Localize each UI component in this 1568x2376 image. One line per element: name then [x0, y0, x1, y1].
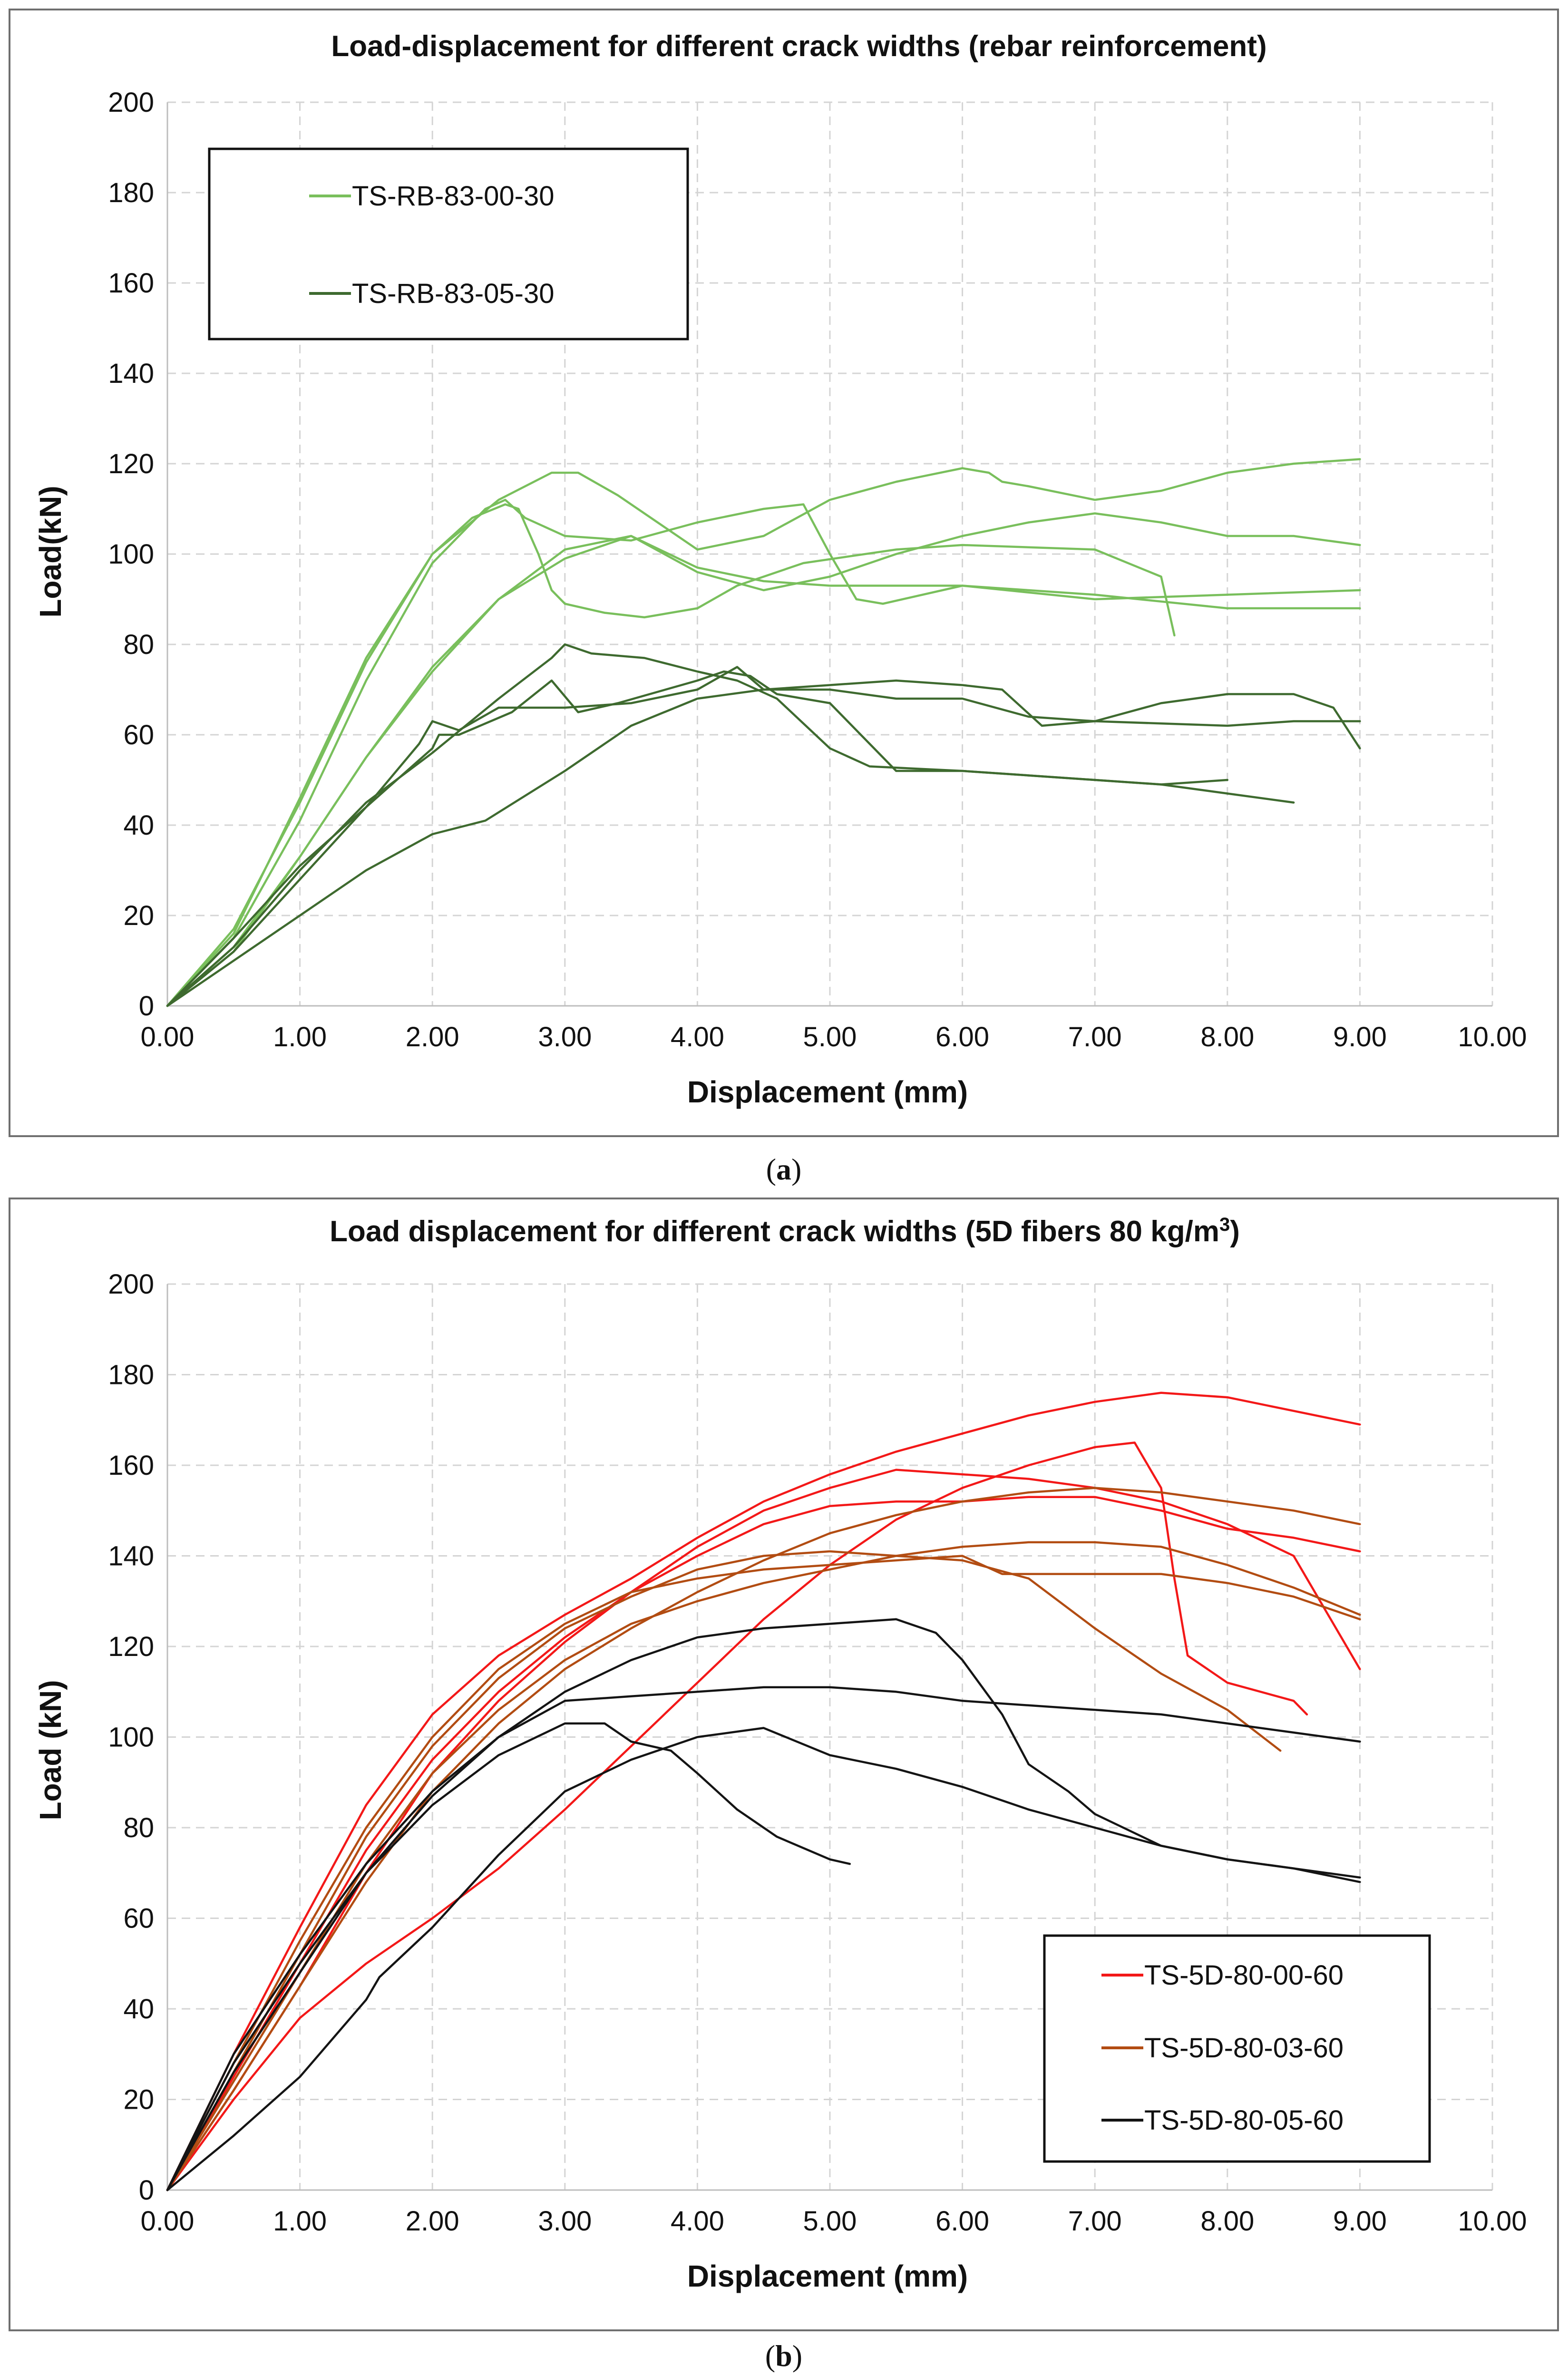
chart-a-y-tick-label: 160: [108, 268, 154, 299]
caption-b: (b): [765, 2339, 802, 2373]
series-line-ts-5d-80-03-60: [166, 1487, 1361, 2191]
chart-b-y-tick-label: 180: [108, 1360, 154, 1391]
series-line-ts-rb-83-00-30: [166, 512, 1361, 1007]
legend-label-5d-80-00-60: TS-5D-80-00-60: [1144, 1960, 1344, 1991]
series-line-ts-5d-80-00-60: [166, 1496, 1361, 2191]
caption-b-label: b: [775, 2339, 792, 2373]
chart-a-title: Load-displacement for different crack wi…: [331, 30, 1266, 63]
chart-b-x-axis-title: Displacement (mm): [687, 2259, 968, 2293]
chart-b-y-axis-title: Load (kN): [33, 1680, 68, 1820]
chart-b-title-sup: 3: [1219, 1214, 1230, 1235]
chart-a-y-tick-label: 60: [123, 720, 154, 750]
series-line-ts-rb-83-05-30: [166, 679, 1361, 1007]
series-line-ts-rb-83-05-30: [166, 670, 1295, 1007]
series-line-ts-5d-80-00-60: [166, 1392, 1361, 2191]
chart-b-x-tick-label: 7.00: [1068, 2206, 1122, 2237]
chart-b-y-tick-label: 80: [123, 1812, 154, 1843]
chart-b-legend: TS-5D-80-00-60 TS-5D-80-03-60 TS-5D-80-0…: [1043, 1934, 1431, 2163]
chart-b-x-tick-label: 9.00: [1333, 2206, 1387, 2237]
series-line-ts-5d-80-05-60: [166, 1722, 851, 2191]
chart-a-x-tick-label: 1.00: [273, 1022, 327, 1052]
chart-b-y-tick-label: 60: [123, 1903, 154, 1934]
chart-a-x-tick-label: 2.00: [406, 1022, 459, 1052]
chart-b-grid: [166, 1283, 1493, 2191]
legend-label-5d-80-05-60: TS-5D-80-05-60: [1144, 2105, 1344, 2136]
chart-a-y-tick-label: 80: [123, 629, 154, 660]
chart-a-x-tick-label: 8.00: [1200, 1022, 1254, 1052]
series-line-ts-5d-80-05-60: [166, 1618, 1361, 2191]
series-line-ts-5d-80-03-60: [166, 1555, 1361, 2191]
chart-a-x-tick-label: 7.00: [1068, 1022, 1122, 1052]
legend-label-5d-80-03-60: TS-5D-80-03-60: [1144, 2033, 1344, 2064]
chart-b-title-main: Load displacement for different crack wi…: [330, 1215, 1219, 1248]
series-line-ts-5d-80-05-60: [166, 1727, 1361, 2191]
chart-a-x-tick-label: 9.00: [1333, 1022, 1387, 1052]
series-line-ts-5d-80-03-60: [166, 1550, 1282, 2191]
chart-b-x-tick-label: 4.00: [671, 2206, 724, 2237]
series-line-ts-rb-83-00-30: [166, 503, 1176, 1007]
chart-b-y-tick-label: 160: [108, 1450, 154, 1481]
chart-a-y-tick-label: 40: [123, 810, 154, 841]
chart-a-x-tick-label: 6.00: [935, 1022, 989, 1052]
chart-b-x-tick-label: 5.00: [803, 2206, 857, 2237]
legend-label-rb-83-05-30: TS-RB-83-05-30: [352, 278, 554, 309]
series-line-ts-5d-80-05-60: [166, 1686, 1361, 2191]
chart-b: Load displacement for different crack wi…: [9, 1198, 1559, 2331]
series-line-ts-rb-83-00-30: [166, 458, 1361, 1007]
chart-a-x-tick-label: 5.00: [803, 1022, 857, 1052]
series-line-ts-5d-80-00-60: [166, 1441, 1308, 2191]
chart-b-y-tick-label: 0: [139, 2175, 154, 2206]
chart-a-y-tick-label: 100: [108, 539, 154, 570]
legend-label-rb-83-00-30: TS-RB-83-00-30: [352, 181, 554, 212]
chart-b-x-tick-label: 1.00: [273, 2206, 327, 2237]
caption-a-open: (: [766, 1152, 776, 1186]
caption-b-open: (: [765, 2339, 775, 2373]
chart-b-x-tick-label: 2.00: [406, 2206, 459, 2237]
chart-a-series: [166, 458, 1361, 1007]
chart-a-y-tick-label: 0: [139, 991, 154, 1022]
chart-b-series: [166, 1392, 1361, 2191]
series-line-ts-5d-80-00-60: [166, 1469, 1361, 2191]
chart-b-y-tick-label: 120: [108, 1631, 154, 1662]
chart-a-legend-box: [208, 147, 689, 341]
chart-a-y-tick-label: 140: [108, 358, 154, 389]
chart-b-x-tick-label: 8.00: [1200, 2206, 1254, 2237]
chart-a-y-tick-label: 20: [123, 900, 154, 931]
series-line-ts-rb-83-00-30: [166, 498, 1361, 1007]
caption-a-label: a: [776, 1152, 791, 1186]
series-line-ts-rb-83-05-30: [166, 666, 1361, 1007]
chart-b-y-tick-label: 140: [108, 1541, 154, 1572]
chart-a-legend: TS-RB-83-00-30 TS-RB-83-05-30: [208, 147, 689, 341]
chart-b-x-tick-label: 6.00: [935, 2206, 989, 2237]
chart-b-title: Load displacement for different crack wi…: [330, 1214, 1240, 1248]
chart-b-x-tick-label: 10.00: [1458, 2206, 1527, 2237]
chart-b-x-tick-label: 0.00: [141, 2206, 195, 2237]
chart-a-x-tick-label: 4.00: [671, 1022, 724, 1052]
chart-a: Load-displacement for different crack wi…: [9, 9, 1559, 1137]
chart-a-y-axis-title: Load(kN): [33, 486, 68, 617]
chart-b-y-tick-label: 20: [123, 2084, 154, 2115]
caption-b-close: ): [792, 2339, 802, 2373]
chart-b-y-tick-label: 40: [123, 1994, 154, 2025]
chart-b-y-tick-label: 100: [108, 1722, 154, 1753]
chart-a-x-tick-label: 3.00: [538, 1022, 592, 1052]
chart-a-y-tick-label: 200: [108, 87, 154, 118]
chart-a-y-tick-label: 120: [108, 448, 154, 479]
chart-a-x-tick-label: 0.00: [141, 1022, 195, 1052]
chart-b-y-tick-label: 200: [108, 1269, 154, 1300]
caption-a: (a): [766, 1152, 802, 1186]
chart-a-x-axis-title: Displacement (mm): [687, 1075, 968, 1109]
chart-a-x-tick-label: 10.00: [1458, 1022, 1527, 1052]
chart-b-title-end: ): [1230, 1215, 1240, 1248]
chart-b-x-tick-label: 3.00: [538, 2206, 592, 2237]
chart-b-ticks: 0.00 1.00 2.00 3.00 4.00 5.00 6.00 7.00 8.00 9.00…: [108, 1269, 1527, 2237]
chart-a-y-tick-label: 180: [108, 177, 154, 208]
chart-a-ticks: 0.00 1.00 2.00 3.00 4.00 5.00 6.00 7.00 8.00 9.00…: [108, 87, 1527, 1052]
caption-a-close: ): [791, 1152, 801, 1186]
